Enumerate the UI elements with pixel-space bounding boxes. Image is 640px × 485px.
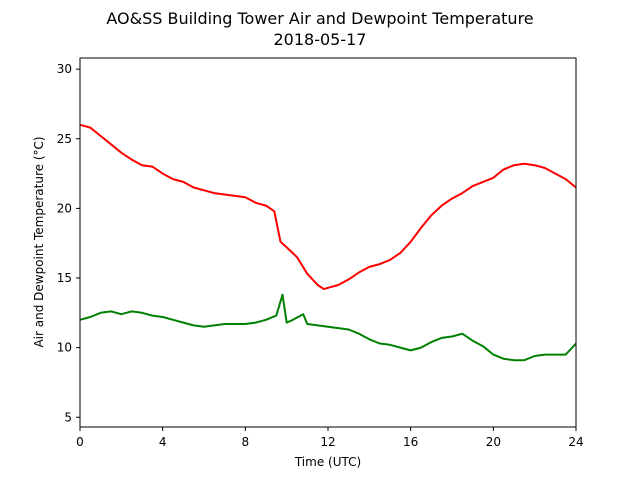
- x-tick-label: 20: [486, 435, 501, 449]
- y-tick-label: 25: [57, 132, 72, 146]
- x-tick-label: 12: [320, 435, 335, 449]
- x-tick-label: 8: [242, 435, 250, 449]
- series-layer: [79, 123, 577, 362]
- y-axis-ticks: 5 10 15 20 25 30: [57, 62, 80, 424]
- chart-title: AO&SS Building Tower Air and Dewpoint Te…: [106, 9, 533, 28]
- x-tick-label: 0: [76, 435, 84, 449]
- series-line-0: [79, 123, 577, 291]
- y-tick-label: 5: [64, 410, 72, 424]
- x-axis-label: Time (UTC): [294, 455, 361, 469]
- plot-frame: [79, 57, 577, 428]
- y-tick-label: 15: [57, 271, 72, 285]
- y-axis-label: Air and Dewpoint Temperature (°C): [32, 136, 46, 347]
- x-axis-ticks: 0 4 8 12 16 20 24: [76, 427, 584, 449]
- x-tick-label: 4: [159, 435, 167, 449]
- series-line-1: [79, 293, 577, 362]
- x-tick-label: 16: [403, 435, 418, 449]
- chart-subtitle: 2018-05-17: [274, 30, 367, 49]
- y-tick-label: 10: [57, 341, 72, 355]
- y-tick-label: 20: [57, 201, 72, 215]
- y-tick-label: 30: [57, 62, 72, 76]
- x-tick-label: 24: [568, 435, 583, 449]
